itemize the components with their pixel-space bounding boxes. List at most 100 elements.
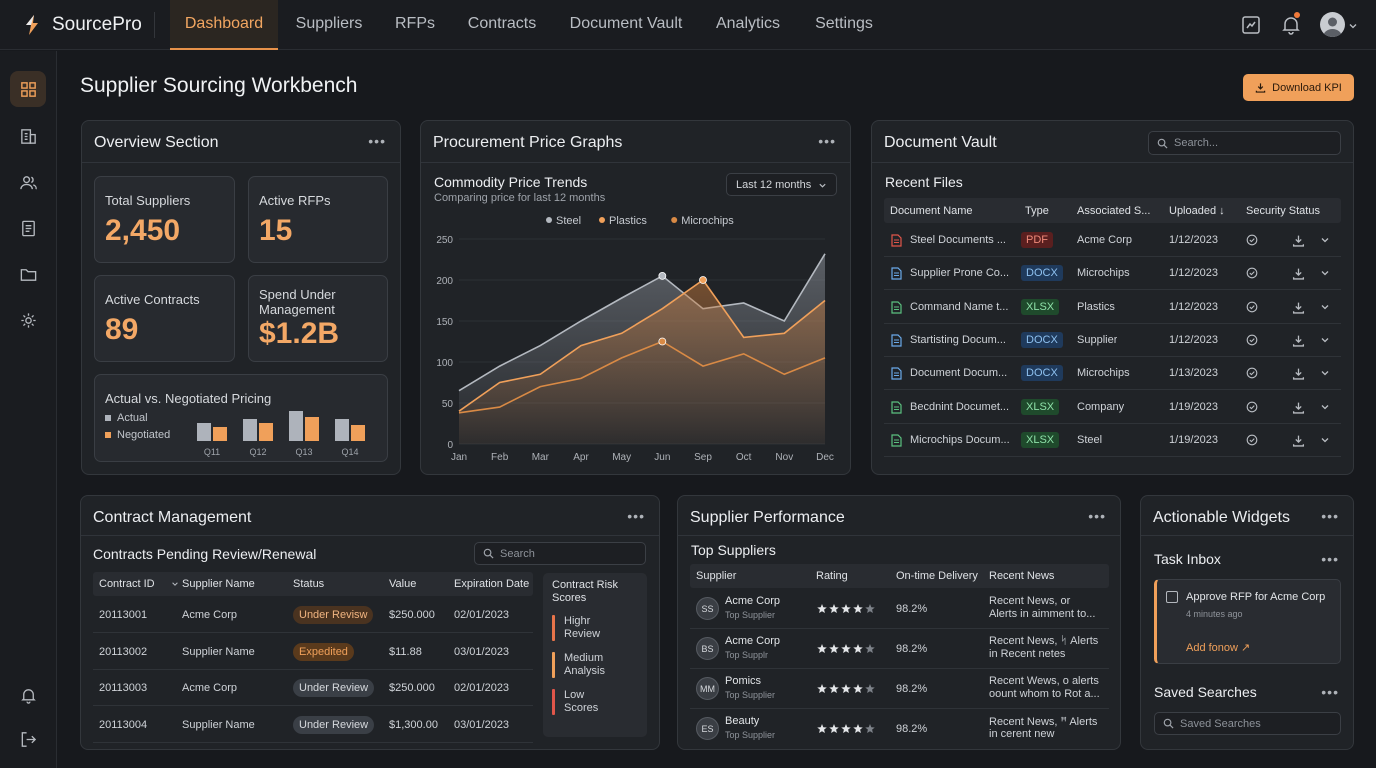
risk-item-high[interactable]: Highr Review [564, 615, 601, 640]
document-vault-panel: Document Vault Search... Recent Files Do… [871, 120, 1354, 475]
supplier-name[interactable]: Pomics [725, 675, 762, 687]
download-kpi-button[interactable]: Download KPI [1243, 74, 1354, 101]
vault-file-row[interactable]: Supplier Prone Co... DOCX Microchips 1/12/2… [884, 257, 1341, 291]
column-header[interactable]: Recent News [989, 570, 1055, 582]
tab-contracts[interactable]: Contracts [467, 15, 537, 32]
column-header[interactable]: Status [293, 578, 325, 590]
user-avatar[interactable] [1320, 12, 1345, 37]
column-header[interactable]: Rating [816, 570, 848, 582]
file-name[interactable]: Command Name t... [910, 300, 1009, 313]
file-name[interactable]: Steel Documents ... [910, 234, 1006, 246]
chevron-down-icon[interactable] [1320, 235, 1330, 245]
download-icon[interactable] [1292, 301, 1305, 314]
column-header[interactable]: Expiration Date [454, 578, 530, 590]
tab-analytics[interactable]: Analytics [715, 15, 781, 32]
tab-settings[interactable]: Settings [815, 15, 873, 32]
data-point[interactable] [658, 272, 667, 280]
chevron-down-icon[interactable] [171, 580, 179, 588]
task-checkbox[interactable] [1166, 591, 1178, 603]
more-options-icon[interactable]: ••• [368, 133, 386, 149]
download-icon[interactable] [1292, 367, 1305, 380]
notification-bell-icon[interactable] [1279, 13, 1303, 37]
folder-icon[interactable] [10, 256, 46, 292]
users-icon[interactable] [10, 164, 46, 200]
file-name[interactable]: Supplier Prone Co... [910, 267, 1010, 280]
task-action-link[interactable]: Add fonow ↗ [1186, 642, 1251, 654]
chevron-down-icon[interactable] [1320, 268, 1330, 278]
file-name[interactable]: Startisting Docum... [910, 333, 1006, 346]
column-header[interactable]: Document Name [890, 205, 973, 217]
vault-file-row[interactable]: Document Docum... DOCX Microchips 1/13/2023 [884, 357, 1341, 391]
tab-document-vault[interactable]: Document Vault [569, 15, 683, 32]
period-select[interactable]: Last 12 months [726, 173, 837, 196]
download-icon[interactable] [1292, 267, 1305, 280]
table-row[interactable]: SS Acme Corp Top Supplier 98.2% Recent News,… [690, 589, 1109, 629]
table-row[interactable]: ES Beauty Top Supplier 98.2% Recent News, ꟸ … [690, 709, 1109, 749]
file-name[interactable]: Microchips Docum... [910, 433, 1010, 446]
dashboard-grid-icon[interactable] [10, 71, 46, 107]
logout-icon[interactable] [10, 721, 46, 757]
contracts-search-input[interactable]: Search [474, 542, 646, 565]
chevron-down-icon[interactable] [1320, 368, 1330, 378]
contract-id: 20113003 [99, 682, 148, 694]
more-options-icon[interactable]: ••• [1088, 508, 1106, 524]
download-icon[interactable] [1292, 334, 1305, 347]
chevron-down-icon[interactable] [1320, 335, 1330, 345]
vault-file-row[interactable]: Microchips Docum... XLSX Steel 1/19/2023 [884, 424, 1341, 457]
chevron-down-icon[interactable] [1348, 18, 1358, 29]
column-header[interactable]: Supplier [696, 570, 737, 582]
supplier-name[interactable]: Beauty [725, 715, 760, 727]
column-header[interactable]: Security Status [1246, 205, 1320, 217]
column-header[interactable]: Type [1025, 205, 1049, 217]
column-header[interactable]: Supplier Name [182, 578, 255, 590]
analytics-report-icon[interactable] [1239, 13, 1263, 37]
chevron-down-icon[interactable] [1320, 435, 1330, 445]
app-logo[interactable]: SourcePro [20, 12, 142, 38]
column-header[interactable]: Associated S... [1077, 205, 1151, 217]
chevron-down-icon[interactable] [1320, 302, 1330, 312]
risk-item-low[interactable]: Low Scores [564, 689, 599, 714]
task-card: Approve RFP for Acme Corp 4 minutes ago … [1154, 579, 1341, 664]
download-icon[interactable] [1292, 401, 1305, 414]
gear-icon[interactable] [10, 302, 46, 338]
more-options-icon[interactable]: ••• [1321, 551, 1339, 567]
tab-rfps[interactable]: RFPs [395, 15, 435, 32]
column-header[interactable]: Contract ID [99, 578, 155, 590]
table-row[interactable]: 20113003 Acme Corp Under Review $250.000 02/… [93, 670, 533, 706]
column-header[interactable]: On-time Delivery [896, 570, 978, 582]
file-name[interactable]: Document Docum... [910, 367, 1008, 380]
data-point[interactable] [699, 276, 707, 284]
tab-dashboard[interactable]: Dashboard [170, 0, 278, 50]
supplier-name[interactable]: Acme Corp [725, 595, 781, 607]
vault-file-row[interactable]: Steel Documents ... PDF Acme Corp 1/12/2023 [884, 224, 1341, 257]
download-icon[interactable] [1292, 434, 1305, 447]
file-name[interactable]: Becdnint Documet... [910, 400, 1010, 413]
more-options-icon[interactable]: ••• [818, 133, 836, 149]
table-row[interactable]: 20113002 Supplier Name Expedited $11.88 03/0… [93, 634, 533, 670]
table-row[interactable]: BS Acme Corp Top Supplr 98.2% Recent News, ᛋ… [690, 629, 1109, 669]
table-row[interactable]: 20113004 Supplier Name Under Review $1,300.… [93, 707, 533, 743]
saved-searches-input[interactable]: Saved Searches [1154, 712, 1341, 735]
bell-icon[interactable] [10, 677, 46, 713]
more-options-icon[interactable]: ••• [1321, 684, 1339, 700]
document-list-icon[interactable] [10, 210, 46, 246]
more-options-icon[interactable]: ••• [627, 508, 645, 524]
download-icon[interactable] [1292, 234, 1305, 247]
risk-item-medium[interactable]: Medium Analysis [564, 652, 605, 677]
table-row[interactable]: MM Pomics Top Supplier 98.2% Recent Wews, o … [690, 669, 1109, 709]
chevron-down-icon[interactable] [1320, 402, 1330, 412]
supplier-name[interactable]: Acme Corp [725, 635, 781, 647]
y-tick-label: 250 [436, 235, 453, 246]
vault-file-row[interactable]: Startisting Docum... DOCX Supplier 1/12/202… [884, 324, 1341, 357]
table-row[interactable]: 20113001 Acme Corp Under Revisw $250.000 02/… [93, 597, 533, 633]
data-point[interactable] [658, 337, 667, 346]
more-options-icon[interactable]: ••• [1321, 508, 1339, 524]
tab-suppliers[interactable]: Suppliers [295, 15, 363, 32]
column-header[interactable]: Uploaded ↓ [1169, 205, 1225, 217]
vault-file-row[interactable]: Becdnint Documet... XLSX Company 1/19/2023 [884, 391, 1341, 424]
building-icon[interactable] [10, 118, 46, 154]
column-header[interactable]: Value [389, 578, 417, 590]
contract-id: 20113002 [99, 645, 148, 658]
vault-search-input[interactable]: Search... [1148, 131, 1341, 155]
vault-file-row[interactable]: Command Name t... XLSX Plastics 1/12/2023 [884, 291, 1341, 324]
